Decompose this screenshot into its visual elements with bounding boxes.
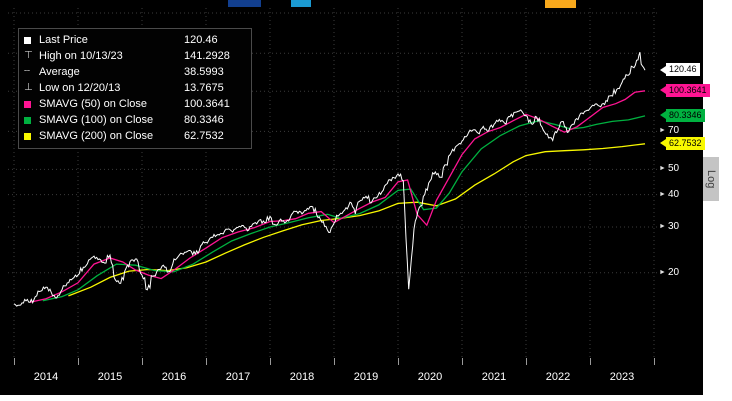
toolbar-fragment[interactable] — [291, 0, 311, 7]
x-axis-tick — [589, 358, 591, 365]
tick-label: 40 — [667, 188, 680, 200]
legend-row[interactable]: ⊤ High on 10/13/23 141.2928 — [24, 48, 247, 64]
high-marker-icon: ⊤ — [24, 50, 33, 61]
legend-value: 100.3641 — [184, 98, 230, 110]
badge-notch-icon — [660, 139, 666, 148]
badge-notch-icon — [660, 86, 666, 95]
year-label: 2023 — [609, 371, 635, 383]
last-price-swatch-icon — [24, 36, 31, 44]
smavg-200-badge: 62.7532 — [660, 136, 705, 150]
year-label: 2016 — [161, 371, 187, 383]
smavg50-line — [29, 90, 646, 303]
last-price-badge: 120.46 — [660, 63, 700, 77]
tick-arrow-icon: ► — [659, 223, 666, 231]
legend-value: 120.46 — [184, 34, 218, 46]
legend-value: 141.2928 — [184, 50, 230, 62]
year-label: 2022 — [545, 371, 571, 383]
legend-row[interactable]: SMAVG (100) on Close 80.3346 — [24, 112, 247, 128]
year-label: 2019 — [353, 371, 379, 383]
year-label: 2017 — [225, 371, 251, 383]
smavg-200-swatch-icon — [24, 132, 31, 140]
x-axis-tick — [653, 358, 655, 365]
year-label: 2021 — [481, 371, 507, 383]
price-axis: ► 70 ► 50 ► 40 ► 30 ► 20 120.46 100.3641 80.3346 62.7… — [658, 8, 710, 358]
average-marker-icon: ┄ — [24, 66, 31, 77]
smavg-100-swatch-icon — [24, 116, 31, 124]
terminal-chart-panel: Last Price 120.46 ⊤ High on 10/13/23 141.292… — [0, 0, 710, 395]
legend-label: Last Price — [39, 34, 88, 46]
tick-label: 30 — [667, 221, 680, 233]
y-axis-tick: ► 70 — [659, 126, 679, 136]
smavg-50-swatch-icon — [24, 100, 31, 108]
legend-label: Average — [39, 66, 80, 78]
year-label: 2018 — [289, 371, 315, 383]
legend-value: 38.5993 — [184, 66, 224, 78]
smavg100-line — [42, 115, 646, 302]
x-axis-tick — [333, 358, 335, 365]
y-axis-tick: ► 20 — [659, 266, 680, 278]
time-axis: 2014 2015 2016 2017 2018 2019 2020 2021 2022 2023 — [0, 358, 703, 395]
tick-arrow-icon: ► — [659, 190, 666, 198]
price-line — [13, 52, 646, 307]
badge-notch-icon — [660, 65, 666, 74]
smavg-50-badge: 100.3641 — [660, 83, 710, 97]
chart-legend: Last Price 120.46 ⊤ High on 10/13/23 141.292… — [18, 28, 252, 149]
y-axis-tick: ► 50 — [659, 164, 679, 174]
log-scale-toggle[interactable]: Log — [703, 157, 719, 201]
tick-label: 20 — [667, 266, 680, 278]
legend-value: 62.7532 — [184, 130, 224, 142]
tick-arrow-icon: ► — [659, 165, 666, 173]
legend-row[interactable]: ⊥ Low on 12/20/13 13.7675 — [24, 80, 247, 96]
badge-notch-icon — [660, 111, 666, 120]
smavg-100-badge: 80.3346 — [660, 108, 705, 122]
toolbar-fragment[interactable] — [545, 0, 576, 8]
legend-label: SMAVG (100) on Close — [39, 114, 154, 126]
legend-row[interactable]: ┄ Average 38.5993 — [24, 64, 247, 80]
legend-value: 13.7675 — [184, 82, 224, 94]
y-axis-tick: ► 30 — [659, 222, 679, 232]
tick-arrow-icon: ► — [659, 127, 666, 135]
x-axis-tick — [525, 358, 527, 365]
legend-label: SMAVG (50) on Close — [39, 98, 148, 110]
tick-label: 70 — [667, 125, 680, 137]
x-axis-tick — [461, 358, 463, 365]
toolbar-fragment[interactable] — [228, 0, 261, 7]
smavg200-line — [68, 143, 646, 297]
x-axis-tick — [397, 358, 399, 365]
year-label: 2020 — [417, 371, 443, 383]
tick-label: 50 — [667, 163, 680, 175]
y-axis-tick: ► 40 — [659, 188, 680, 200]
x-axis-tick — [142, 358, 143, 365]
year-label: 2015 — [97, 371, 123, 383]
legend-row[interactable]: SMAVG (50) on Close 100.3641 — [24, 96, 247, 112]
legend-row[interactable]: SMAVG (200) on Close 62.7532 — [24, 128, 247, 144]
legend-label: High on 10/13/23 — [39, 50, 123, 62]
tick-arrow-icon: ► — [659, 268, 666, 276]
legend-row[interactable]: Last Price 120.46 — [24, 32, 247, 48]
x-axis-tick — [78, 358, 79, 365]
legend-label: SMAVG (200) on Close — [39, 130, 154, 142]
legend-value: 80.3346 — [184, 114, 224, 126]
x-axis-tick — [269, 358, 271, 365]
year-label: 2014 — [33, 371, 59, 383]
low-marker-icon: ⊥ — [24, 82, 33, 93]
legend-label: Low on 12/20/13 — [39, 82, 121, 94]
x-axis-tick — [14, 358, 15, 365]
x-axis-tick — [206, 358, 207, 365]
